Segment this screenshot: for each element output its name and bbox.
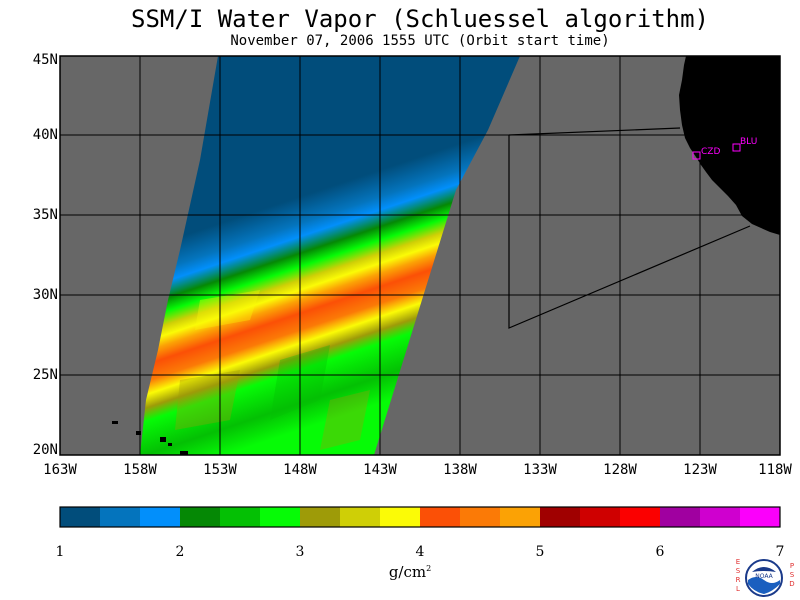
swath-texture <box>175 290 370 450</box>
station-label-czd: CZD <box>701 147 721 157</box>
colorbar-cell <box>260 507 301 527</box>
colorbar-cell <box>580 507 621 527</box>
lat-label: 20N <box>32 442 58 458</box>
colorbar-cell <box>420 507 461 527</box>
colorbar-tick-label: 7 <box>775 544 785 560</box>
colorbar-tick-label: 4 <box>415 544 425 560</box>
colorbar-cell <box>740 507 781 527</box>
lon-label: 138W <box>443 462 477 478</box>
hawaii-island <box>160 437 166 442</box>
colorbar-frame <box>59 506 781 528</box>
colorbar-cell <box>220 507 261 527</box>
colorbar-cell <box>620 507 661 527</box>
colorbar-tick-label: 2 <box>175 544 185 560</box>
lat-label: 25N <box>32 367 58 383</box>
lon-label: 163W <box>43 462 77 478</box>
lon-label: 123W <box>683 462 717 478</box>
colorbar-cell <box>180 507 221 527</box>
lon-label: 153W <box>203 462 237 478</box>
map-frame <box>59 55 781 456</box>
colorbar-unit-label: g/cm2 <box>380 563 440 581</box>
map-title: SSM/I Water Vapor (Schluessel algorithm) <box>131 5 709 33</box>
hawaii-island <box>136 431 141 435</box>
colorbar-cell <box>340 507 381 527</box>
study-region-outline <box>508 127 681 136</box>
lon-label: 158W <box>123 462 157 478</box>
colorbar-cell <box>300 507 341 527</box>
colorbar-cell <box>500 507 541 527</box>
colorbar-tick-label: 5 <box>535 544 545 560</box>
lon-label: 133W <box>523 462 557 478</box>
colorbar-tick-label: 3 <box>295 544 305 560</box>
station-marker-blu <box>732 143 741 152</box>
hawaii-island <box>168 443 172 446</box>
lat-label: 35N <box>32 207 58 223</box>
lon-label: 143W <box>363 462 397 478</box>
unit-text: g/cm <box>388 563 427 581</box>
hawaii-island <box>112 421 118 424</box>
logo-center-text: NOAA <box>755 573 773 580</box>
colorbar-cell <box>100 507 141 527</box>
colorbar <box>60 507 781 527</box>
hawaii-island <box>180 451 188 455</box>
satellite-swath <box>140 56 520 455</box>
colorbar-cell <box>660 507 701 527</box>
colorbar-cell <box>60 507 101 527</box>
station-label-blu: BLU <box>740 137 758 147</box>
lon-label: 128W <box>603 462 637 478</box>
colorbar-cell <box>380 507 421 527</box>
station-marker-czd <box>692 151 701 160</box>
map-subtitle: November 07, 2006 1555 UTC (Orbit start … <box>230 33 610 49</box>
map-grid <box>60 56 780 455</box>
lon-label: 118W <box>758 462 792 478</box>
lon-label: 148W <box>283 462 317 478</box>
colorbar-tick-label: 6 <box>655 544 665 560</box>
colorbar-cell <box>700 507 741 527</box>
lat-label: 40N <box>32 127 58 143</box>
lat-label: 30N <box>32 287 58 303</box>
california-coast <box>679 56 780 235</box>
noaa-emblem-icon: NOAA <box>745 559 783 597</box>
lat-label: 45N <box>32 52 58 68</box>
study-region-outline <box>508 135 751 329</box>
colorbar-cell <box>540 507 581 527</box>
colorbar-cell <box>140 507 181 527</box>
colorbar-cell <box>460 507 501 527</box>
colorbar-tick-label: 1 <box>55 544 65 560</box>
unit-superscript: 2 <box>426 564 432 573</box>
